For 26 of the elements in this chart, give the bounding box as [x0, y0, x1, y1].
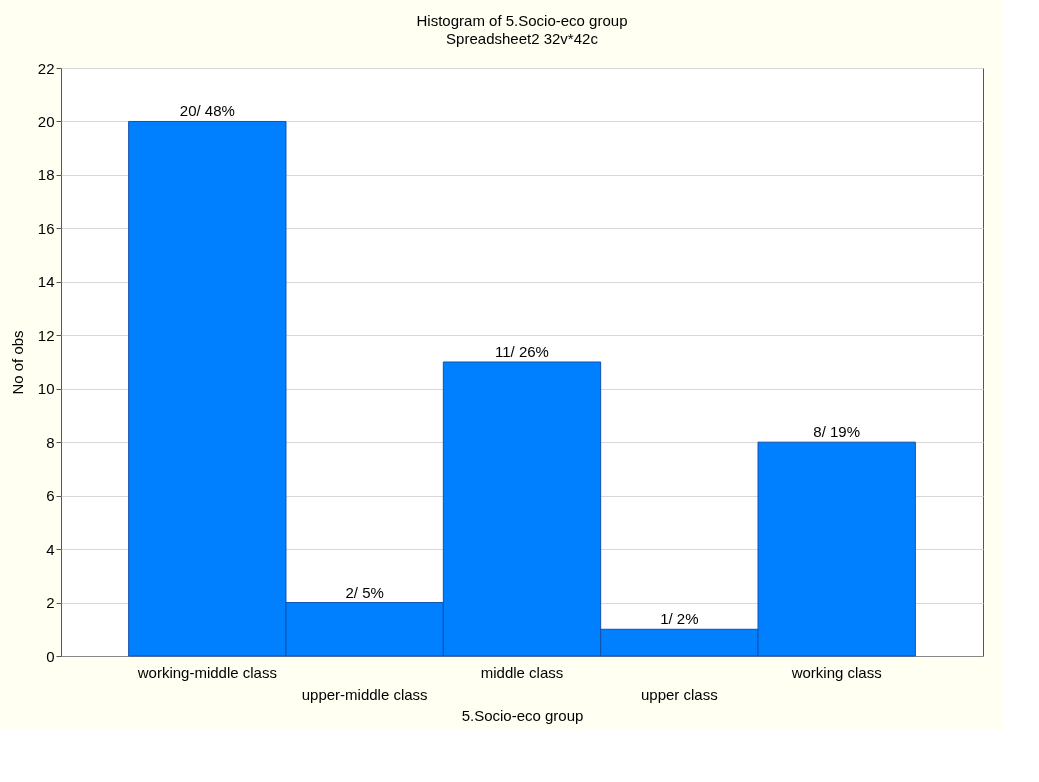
data-label: 1/ 2% [660, 610, 699, 628]
y-tick-label: 18 [37, 166, 55, 184]
x-tick-label: upper-middle class [301, 686, 428, 703]
data-label: 11/ 26% [495, 343, 549, 360]
y-axis-title: No of obs [8, 330, 26, 395]
y-tick-label: 14 [37, 273, 55, 291]
y-tick-label: 6 [46, 487, 55, 505]
y-tick-label: 0 [46, 647, 55, 665]
y-tick-label: 20 [37, 112, 55, 130]
y-tick-label: 8 [46, 433, 55, 451]
y-tick-label: 12 [37, 326, 55, 344]
x-tick-label: upper class [640, 686, 718, 703]
y-tick-label: 10 [37, 380, 55, 398]
y-tick-label: 4 [46, 540, 55, 558]
x-tick-label: working class [790, 664, 882, 681]
x-axis-title: 5.Socio-eco group [461, 706, 584, 724]
chart-subtitle: Spreadsheet2 32v*42c [446, 30, 599, 47]
data-label: 8/ 19% [813, 423, 861, 441]
x-tick-label: middle class [480, 664, 564, 681]
y-tick-label: 22 [37, 59, 55, 77]
y-tick-label: 2 [46, 594, 55, 612]
x-tick-label: working-middle class [136, 664, 277, 681]
y-tick-label: 16 [37, 219, 55, 237]
chart-title: Histogram of 5.Socio-eco group [416, 12, 628, 29]
data-label: 2/ 5% [345, 583, 384, 601]
data-label: 20/ 48% [179, 102, 235, 120]
